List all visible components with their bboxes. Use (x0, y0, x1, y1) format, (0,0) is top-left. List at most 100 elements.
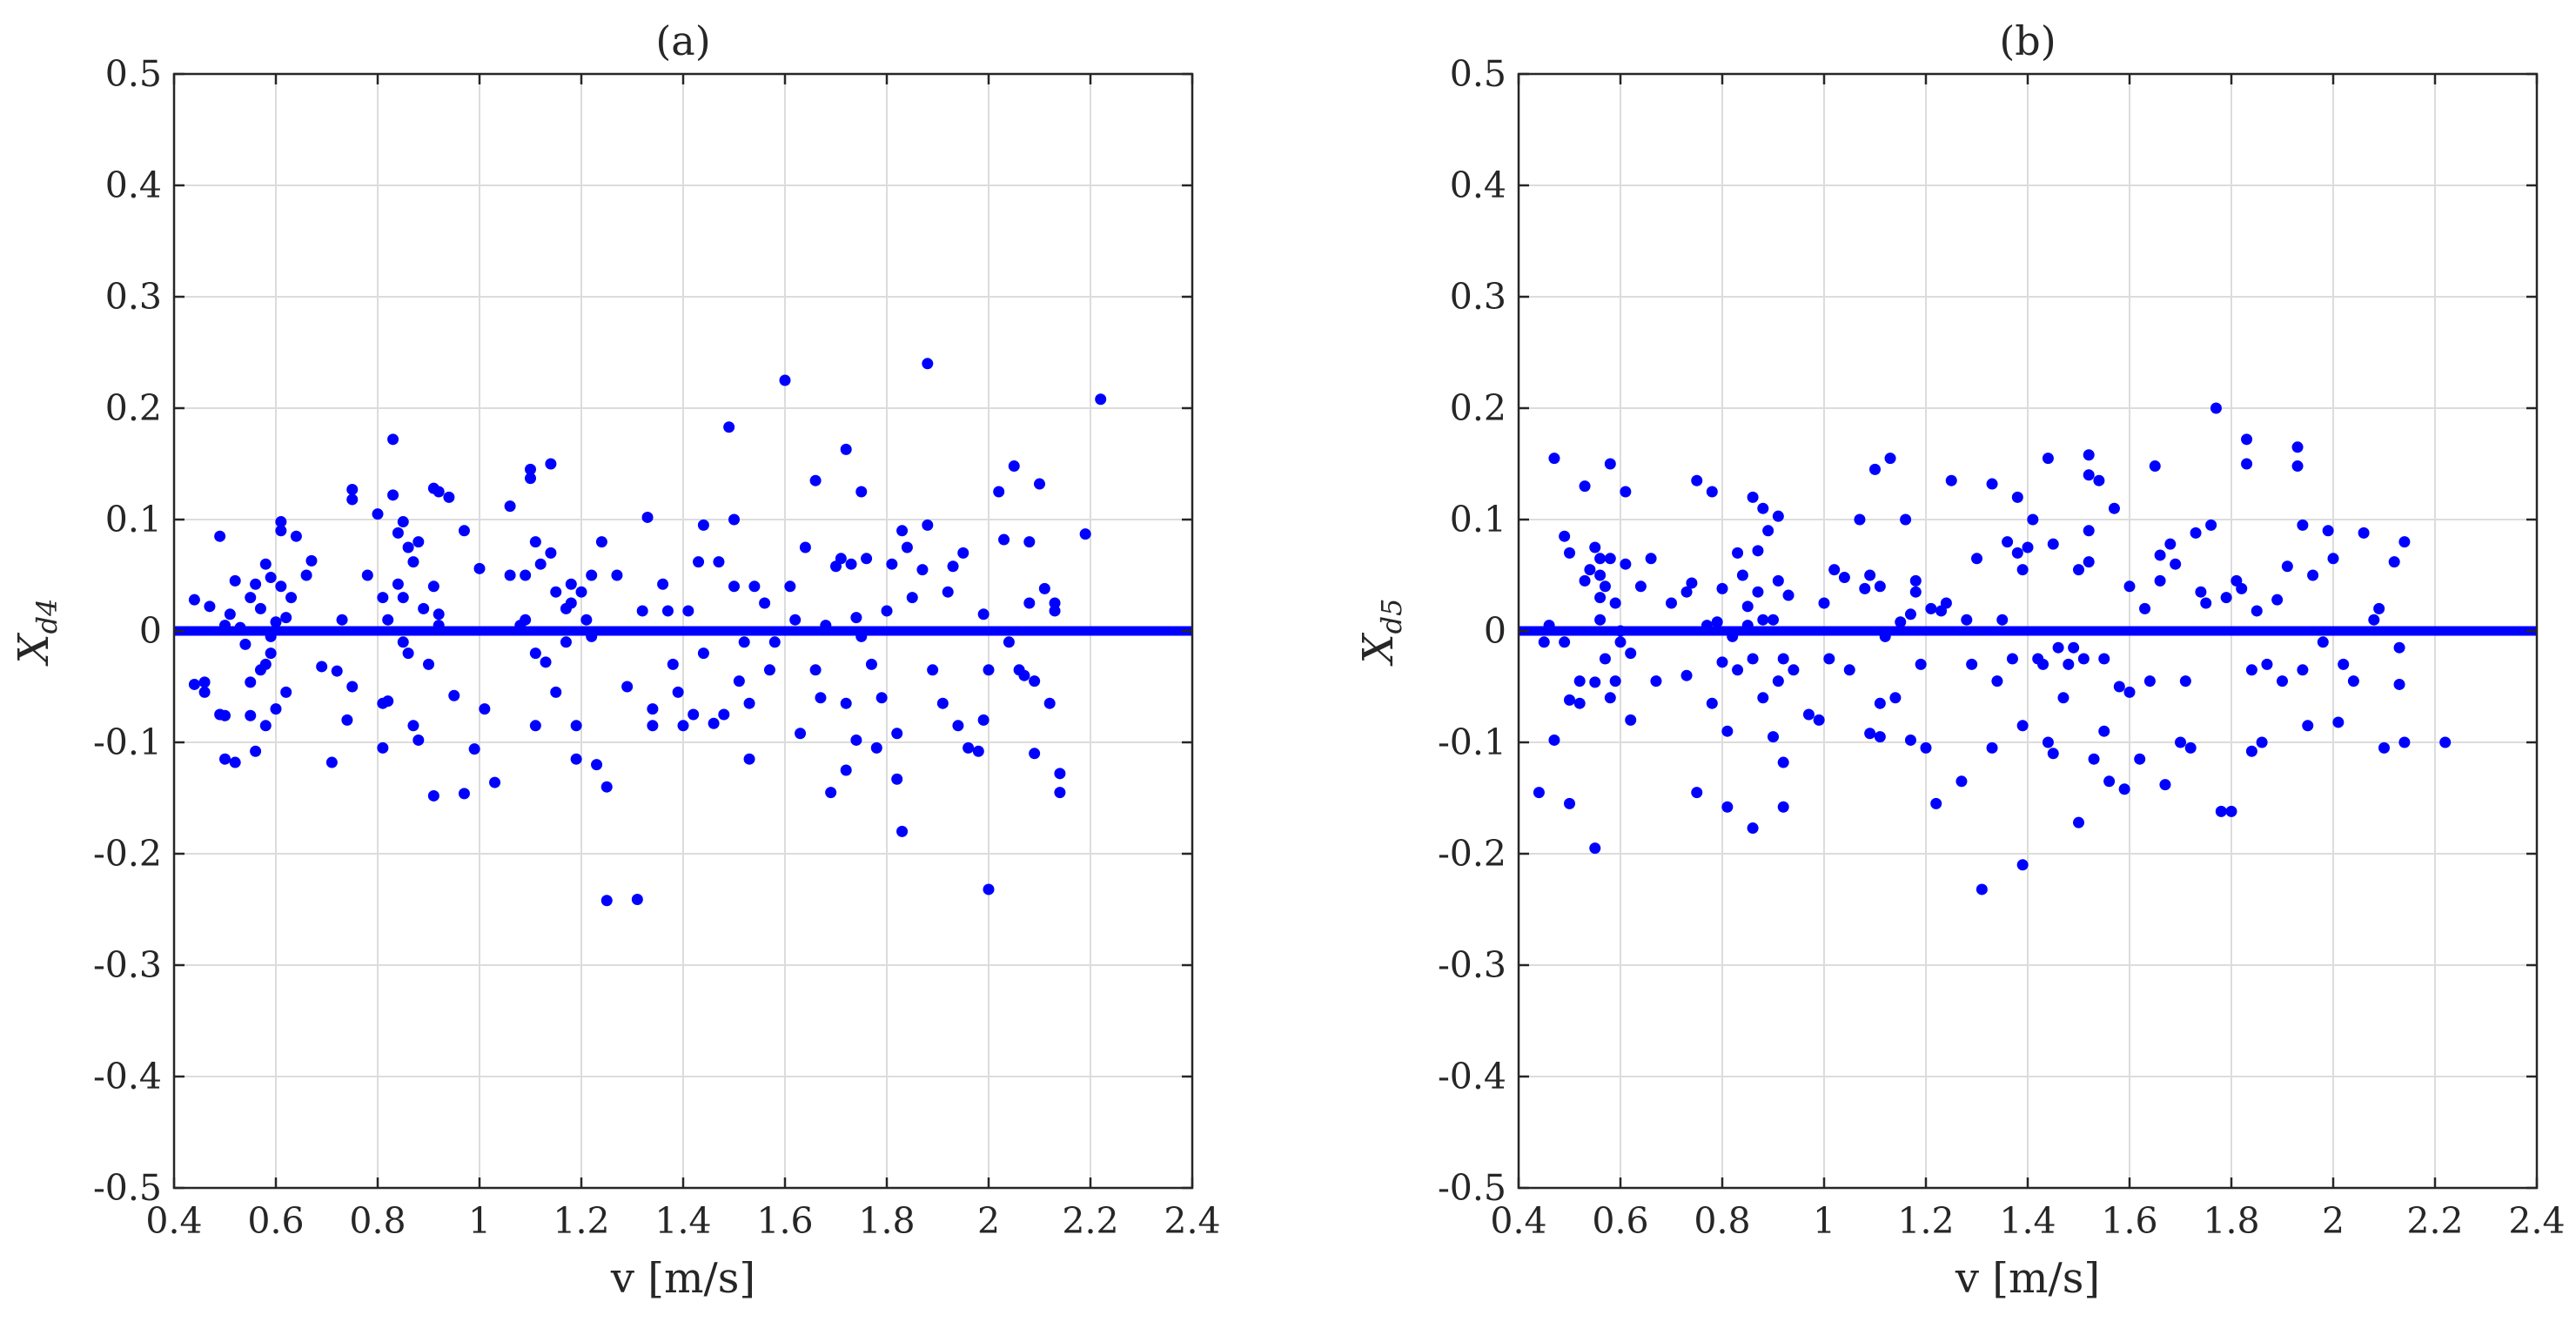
data-point (2016, 564, 2029, 576)
data-point (2139, 602, 2151, 614)
data-point (1594, 614, 1607, 626)
data-point (2388, 556, 2400, 568)
y-tick-label: -0.3 (1438, 944, 1506, 986)
data-point (641, 511, 654, 523)
y-tick-label: -0.1 (93, 721, 162, 763)
data-point (1772, 574, 1784, 587)
data-point (1599, 580, 1611, 593)
data-point (2175, 736, 2186, 748)
data-point (2245, 664, 2257, 676)
data-point (458, 525, 470, 537)
data-point (2098, 725, 2110, 737)
data-point (2093, 474, 2105, 486)
data-point (427, 580, 439, 593)
data-point (280, 612, 292, 624)
data-point (1986, 478, 1998, 490)
data-point (1686, 577, 1698, 589)
data-point (631, 893, 643, 905)
y-tick-label: 0.4 (105, 164, 162, 206)
data-point (265, 630, 277, 642)
data-point (1594, 592, 1607, 604)
data-point (275, 580, 287, 593)
data-point (2195, 586, 2207, 598)
data-point (188, 594, 200, 606)
data-point (820, 620, 832, 632)
data-point (1838, 572, 1850, 584)
data-point (2373, 602, 2385, 614)
data-point (1909, 574, 1922, 587)
data-point (2297, 519, 2309, 531)
data-point (1869, 463, 1881, 475)
data-point (1772, 510, 1784, 522)
data-point (387, 433, 399, 446)
data-point (1818, 597, 1830, 609)
data-point (799, 541, 811, 553)
data-point (423, 658, 434, 670)
data-point (2037, 658, 2049, 670)
data-point (1768, 614, 1779, 626)
data-point (2123, 686, 2136, 698)
data-points-a (188, 358, 1107, 907)
data-point (1711, 616, 1723, 628)
x-tick-label: 2.2 (2406, 1200, 2463, 1242)
data-point (397, 636, 409, 648)
ticks-a: 0.4 0.6 0.8 1 1.2 1.4 1.6 1.8 2 2.2 2.4 0.5 0.4 0.3 0.… (93, 53, 1221, 1242)
data-point (2398, 736, 2411, 748)
data-point (1543, 620, 1555, 632)
data-point (219, 620, 231, 632)
data-point (250, 745, 262, 757)
data-point (280, 686, 292, 698)
data-point (2205, 519, 2217, 531)
data-point (331, 665, 343, 677)
data-point (525, 463, 536, 475)
data-point (861, 553, 873, 565)
data-point (840, 764, 852, 776)
data-point (392, 527, 404, 539)
data-point (688, 708, 700, 721)
data-point (219, 753, 231, 765)
data-point (1599, 653, 1611, 665)
data-point (2210, 402, 2222, 414)
data-point (1023, 597, 1036, 609)
data-point (2184, 741, 2197, 754)
data-point (1777, 653, 1789, 665)
data-point (1874, 731, 1886, 743)
data-point (963, 741, 975, 754)
data-point (1930, 797, 1942, 809)
data-point (1054, 768, 1066, 780)
data-point (1762, 525, 1774, 537)
data-point (733, 675, 745, 688)
data-point (1538, 636, 1550, 648)
data-point (265, 572, 277, 584)
data-point (341, 714, 353, 726)
data-point (809, 474, 822, 486)
data-point (677, 720, 689, 732)
data-point (1777, 756, 1789, 768)
data-point (504, 500, 516, 513)
data-point (2052, 641, 2064, 654)
data-point (2073, 564, 2084, 576)
data-point (708, 717, 720, 729)
data-point (219, 709, 231, 721)
data-point (1609, 597, 1621, 609)
data-point (407, 720, 419, 732)
data-point (2042, 736, 2054, 748)
data-point (2108, 502, 2120, 514)
x-axis-label-b: v [m/s] (1955, 1254, 2100, 1303)
data-point (2083, 449, 2095, 461)
y-label-subscript: d4 (30, 598, 64, 634)
data-point (1548, 734, 1560, 746)
data-point (2439, 736, 2452, 748)
data-point (520, 569, 532, 581)
data-point (647, 703, 659, 715)
data-point (234, 621, 246, 634)
data-point (407, 556, 419, 568)
data-point (245, 709, 257, 721)
data-point (1920, 741, 1932, 754)
data-point (2302, 720, 2314, 732)
data-point (1915, 658, 1927, 670)
data-point (1752, 586, 1764, 598)
data-point (245, 592, 257, 604)
data-point (520, 614, 532, 626)
data-point (346, 681, 359, 693)
